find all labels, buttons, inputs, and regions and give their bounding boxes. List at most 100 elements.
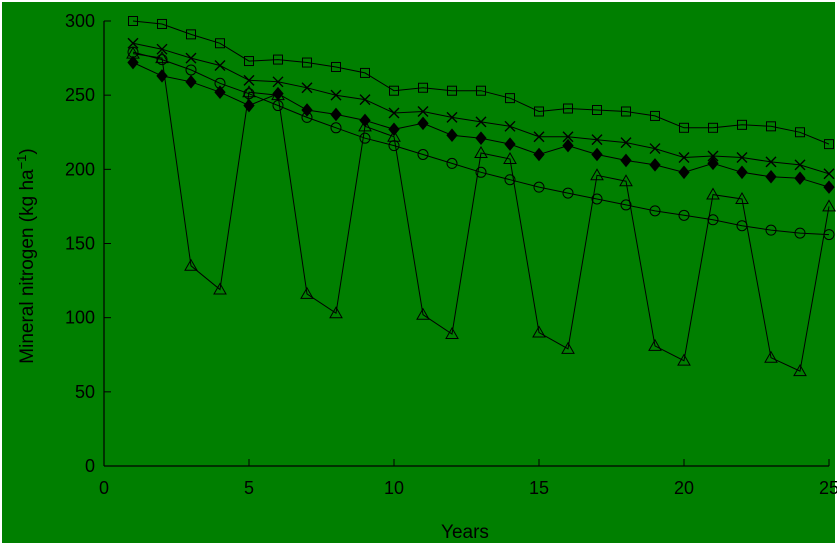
square-point	[766, 121, 776, 132]
circle-point	[214, 77, 226, 89]
cross-point	[330, 89, 342, 101]
circle-point	[649, 205, 661, 217]
y-tick-label: 200	[65, 159, 95, 179]
diamond-point	[330, 107, 342, 122]
circle-point	[794, 227, 806, 239]
square-point	[708, 122, 718, 133]
square-point	[215, 38, 225, 49]
square-point	[128, 16, 138, 26]
y-tick-label: 250	[65, 85, 95, 105]
y-tick-label: 300	[65, 11, 95, 31]
triangle-point	[764, 350, 778, 363]
y-tick-label: 150	[65, 234, 95, 254]
circle-point	[707, 214, 719, 226]
diamond-point	[388, 122, 400, 137]
square-point	[244, 56, 254, 67]
cross-point	[707, 150, 719, 162]
triangle-point	[590, 168, 604, 181]
diamond-point	[417, 116, 429, 131]
diamond-point	[649, 158, 661, 172]
series-line	[132, 53, 830, 372]
x-tick-label: 25	[819, 478, 837, 498]
square-point	[679, 122, 689, 133]
square-point	[534, 106, 544, 117]
square-point	[824, 139, 834, 150]
diamond-point	[591, 147, 603, 162]
triangle-point	[329, 306, 343, 319]
series-cross	[127, 37, 835, 180]
x-tick-label: 15	[529, 478, 549, 498]
y-axis-label-superscript: −1	[14, 155, 29, 170]
triangle-point	[155, 51, 169, 64]
y-axis-label-end: )	[17, 148, 38, 154]
triangle-point	[474, 146, 488, 159]
cross-point	[214, 60, 226, 71]
circle-point	[301, 111, 313, 123]
diamond-point	[765, 169, 777, 184]
circle-point	[765, 224, 777, 236]
square-point	[273, 54, 283, 65]
cross-point	[185, 52, 197, 64]
circle-point	[562, 187, 574, 199]
series-square	[128, 16, 834, 150]
diamond-point	[794, 171, 806, 186]
circle-point	[678, 209, 690, 221]
circle-point	[504, 174, 516, 186]
circle-point	[475, 166, 487, 178]
diamond-point	[185, 75, 197, 89]
square-point	[186, 29, 196, 40]
y-axis-label: Mineral nitrogen (kg ha−1)	[14, 148, 39, 363]
circle-point	[620, 199, 632, 211]
cross-point	[243, 74, 255, 86]
y-axis-label-main: Mineral nitrogen (kg ha	[17, 169, 38, 364]
series-layer	[126, 16, 836, 377]
x-axis-label: Years	[441, 522, 489, 543]
square-point	[476, 85, 486, 96]
cross-point	[156, 43, 168, 55]
triangle-point	[416, 307, 430, 320]
triangle-point	[677, 353, 691, 366]
diamond-point	[736, 165, 748, 180]
triangle-point	[184, 258, 198, 271]
diamond-point	[533, 147, 545, 162]
triangle-point	[242, 85, 256, 98]
circle-point	[417, 149, 429, 160]
triangle-point	[706, 187, 720, 200]
x-tick-label: 10	[384, 478, 404, 498]
square-point	[418, 82, 428, 93]
square-point	[302, 57, 312, 68]
diamond-point	[707, 156, 719, 171]
cross-point	[591, 134, 603, 146]
square-point	[331, 61, 341, 72]
y-tick-label: 50	[75, 382, 95, 402]
series-triangle	[126, 46, 836, 377]
triangle-point	[793, 364, 807, 377]
diamond-point	[214, 85, 226, 99]
diamond-point	[562, 138, 574, 153]
cross-point	[533, 131, 545, 143]
circle-point	[243, 88, 255, 100]
triangle-point	[822, 199, 836, 212]
circle-point	[446, 157, 458, 169]
triangle-point	[445, 326, 459, 339]
cross-point	[504, 120, 516, 132]
triangle-point	[358, 119, 372, 132]
triangle-point	[387, 129, 401, 142]
triangle-point	[648, 338, 662, 351]
cross-point	[272, 76, 284, 88]
cross-point	[678, 151, 690, 163]
square-point	[795, 127, 805, 138]
cross-point	[649, 143, 661, 155]
circle-point	[359, 132, 371, 144]
triangle-point	[503, 151, 517, 164]
square-point	[563, 103, 573, 114]
circle-point	[185, 64, 197, 76]
triangle-point	[561, 341, 575, 354]
circle-point	[330, 122, 342, 134]
square-point	[737, 119, 747, 130]
cross-point	[388, 107, 400, 119]
circle-point	[533, 181, 545, 193]
